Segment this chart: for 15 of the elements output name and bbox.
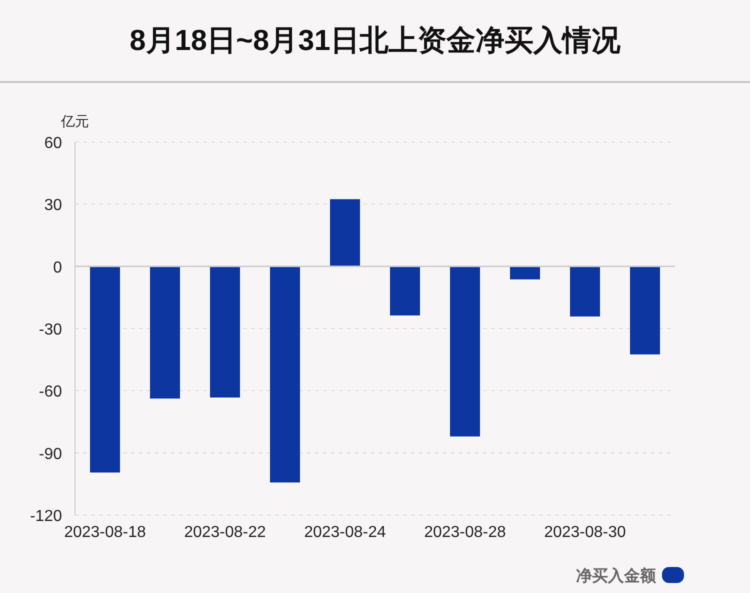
x-tick-label: 2023-08-18: [64, 524, 146, 541]
y-tick-label: 60: [44, 135, 62, 152]
x-tick-label: 2023-08-30: [544, 524, 626, 541]
y-tick-label: -60: [38, 384, 62, 401]
y-tick-label: 30: [44, 197, 62, 214]
y-tick-label: -120: [30, 508, 62, 525]
y-tick-label: 0: [53, 259, 62, 276]
x-tick-label: 2023-08-22: [184, 524, 266, 541]
x-tick-label: 2023-08-28: [424, 524, 506, 541]
y-tick-label: -90: [38, 446, 62, 463]
x-tick-label: 2023-08-24: [304, 524, 386, 541]
chart-title: 8月18日~8月31日北上资金净买入情况: [130, 25, 622, 57]
y-tick-label: -30: [38, 322, 62, 338]
y-axis-title: 亿元: [60, 113, 89, 129]
legend-label: 净买入金额: [576, 567, 657, 585]
